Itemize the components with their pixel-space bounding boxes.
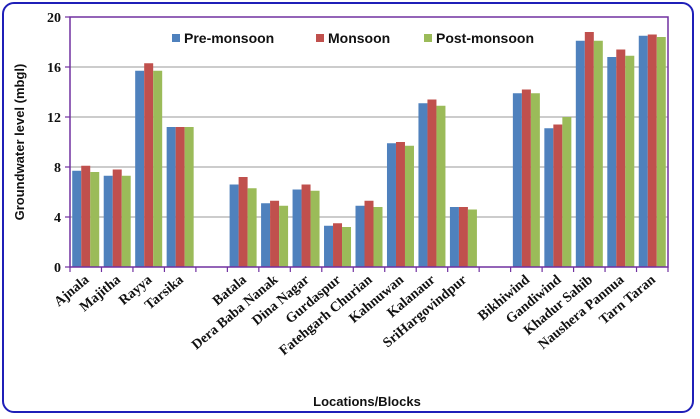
legend: Pre-monsoon Monsoon Post-monsoon bbox=[172, 30, 534, 46]
bar-monsoon bbox=[144, 63, 154, 267]
bar-monsoon bbox=[458, 207, 468, 267]
bar-post-monsoon bbox=[625, 55, 635, 267]
bar-pre-monsoon bbox=[324, 225, 334, 267]
bar-post-monsoon bbox=[184, 127, 194, 267]
bar-post-monsoon bbox=[562, 117, 572, 267]
y-tick-label: 8 bbox=[54, 161, 61, 176]
bar-monsoon bbox=[238, 177, 248, 267]
y-tick-label: 20 bbox=[47, 11, 61, 26]
plot-area-border bbox=[69, 16, 669, 268]
bar-monsoon bbox=[270, 200, 280, 267]
bar-post-monsoon bbox=[247, 188, 257, 267]
y-axis-title: Groundwater level (mbgl) bbox=[12, 64, 27, 221]
bar-pre-monsoon bbox=[386, 143, 396, 267]
bar-post-monsoon bbox=[656, 37, 666, 267]
bar-post-monsoon bbox=[593, 40, 603, 267]
y-tick-label: 4 bbox=[54, 211, 61, 226]
bar-pre-monsoon bbox=[135, 70, 145, 267]
bar-pre-monsoon bbox=[449, 207, 459, 267]
axes bbox=[69, 16, 669, 268]
bar-post-monsoon bbox=[530, 93, 540, 267]
bar-pre-monsoon bbox=[166, 127, 176, 267]
legend-label: Pre-monsoon bbox=[184, 30, 274, 46]
bar-pre-monsoon bbox=[72, 170, 82, 267]
bar-pre-monsoon bbox=[229, 184, 239, 267]
bar-monsoon bbox=[301, 184, 311, 267]
bar-pre-monsoon bbox=[607, 57, 617, 267]
bar-pre-monsoon bbox=[418, 103, 428, 267]
bar-monsoon bbox=[395, 142, 405, 267]
bar-post-monsoon bbox=[436, 105, 446, 267]
bar-monsoon bbox=[112, 169, 122, 267]
y-tick-labels: 0 4 8 12 16 20 bbox=[47, 11, 61, 276]
legend-label: Monsoon bbox=[328, 30, 390, 46]
bars bbox=[72, 32, 666, 267]
bar-pre-monsoon bbox=[103, 175, 113, 267]
bar-post-monsoon bbox=[404, 145, 414, 267]
bar-pre-monsoon bbox=[355, 205, 365, 267]
legend-swatch bbox=[316, 34, 324, 42]
bar-pre-monsoon bbox=[544, 128, 554, 267]
bar-monsoon bbox=[521, 89, 531, 267]
bar-monsoon bbox=[427, 99, 437, 267]
bar-post-monsoon bbox=[310, 190, 320, 267]
bar-post-monsoon bbox=[342, 227, 352, 267]
legend-label: Post-monsoon bbox=[436, 30, 534, 46]
bar-monsoon bbox=[647, 34, 657, 267]
legend-swatch bbox=[172, 34, 180, 42]
x-axis-title: Locations/Blocks bbox=[313, 394, 421, 409]
bar-monsoon bbox=[364, 200, 374, 267]
bar-pre-monsoon bbox=[638, 35, 648, 267]
bar-post-monsoon bbox=[121, 175, 131, 267]
bar-post-monsoon bbox=[467, 209, 477, 267]
bar-post-monsoon bbox=[153, 70, 163, 267]
bar-monsoon bbox=[81, 165, 91, 267]
bar-post-monsoon bbox=[279, 205, 289, 267]
y-tick-label: 0 bbox=[54, 261, 61, 276]
bar-post-monsoon bbox=[90, 172, 100, 267]
bar-monsoon bbox=[333, 223, 343, 267]
bar-pre-monsoon bbox=[575, 40, 585, 267]
bar-pre-monsoon bbox=[292, 189, 302, 267]
bar-monsoon bbox=[616, 49, 626, 267]
y-tick-label: 16 bbox=[47, 61, 61, 76]
legend-swatch bbox=[424, 34, 432, 42]
bar-monsoon bbox=[175, 127, 185, 267]
bar-monsoon bbox=[553, 124, 563, 267]
bar-pre-monsoon bbox=[512, 93, 522, 267]
bar-pre-monsoon bbox=[261, 203, 271, 267]
y-tick-label: 12 bbox=[47, 111, 61, 126]
bar-post-monsoon bbox=[373, 207, 383, 267]
bar-monsoon bbox=[584, 32, 594, 267]
